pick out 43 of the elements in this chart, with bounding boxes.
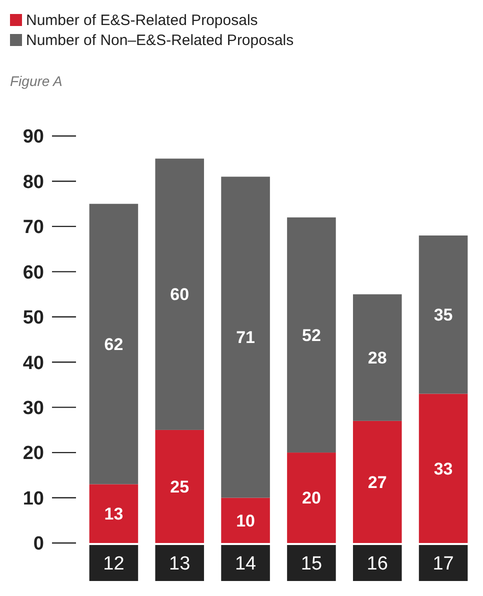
- data-label: 27: [368, 472, 387, 492]
- y-tick-label: 80: [22, 172, 44, 193]
- y-tick-label: 70: [22, 217, 44, 238]
- y-tick-label: 30: [22, 398, 44, 419]
- data-label: 62: [104, 334, 124, 354]
- bar: [89, 204, 138, 484]
- legend-label: Number of Non–E&S-Related Proposals: [26, 32, 294, 49]
- data-label: 35: [434, 306, 453, 325]
- y-tick-label: 0: [33, 534, 44, 555]
- data-label: 60: [170, 285, 190, 304]
- y-tick-label: 40: [22, 352, 44, 374]
- bar: [221, 498, 270, 543]
- data-label: 52: [302, 326, 321, 345]
- y-tick-label: 20: [22, 443, 44, 464]
- bar: [287, 217, 336, 453]
- bar: [221, 176, 270, 498]
- x-tick-label: 13: [169, 554, 190, 575]
- chart-title: Figure A: [10, 73, 62, 89]
- bar: [418, 235, 468, 394]
- x-tick-label: 14: [234, 554, 257, 575]
- bar: [89, 484, 138, 543]
- bar: [155, 158, 204, 430]
- legend-label: Number of E&S-Related Proposals: [26, 12, 258, 29]
- data-label: 71: [236, 328, 255, 348]
- y-tick-label: 90: [22, 126, 44, 148]
- data-label: 28: [368, 348, 387, 368]
- x-tick-label: 17: [432, 554, 454, 575]
- y-tick-label: 50: [22, 308, 44, 329]
- bar: [352, 294, 402, 421]
- data-label: 20: [302, 488, 321, 508]
- data-label: 13: [104, 504, 124, 524]
- data-label: 10: [236, 511, 255, 530]
- data-label: 25: [170, 477, 190, 496]
- x-tick-label: 16: [366, 554, 388, 575]
- bar: [352, 420, 402, 543]
- bar: [418, 394, 468, 543]
- x-tick-label: 15: [300, 554, 322, 575]
- data-label: 33: [434, 459, 453, 478]
- x-tick-label: 12: [103, 554, 124, 575]
- y-tick-label: 60: [22, 262, 44, 284]
- y-tick-label: 10: [22, 488, 44, 510]
- bar: [155, 430, 204, 543]
- bar: [287, 452, 336, 543]
